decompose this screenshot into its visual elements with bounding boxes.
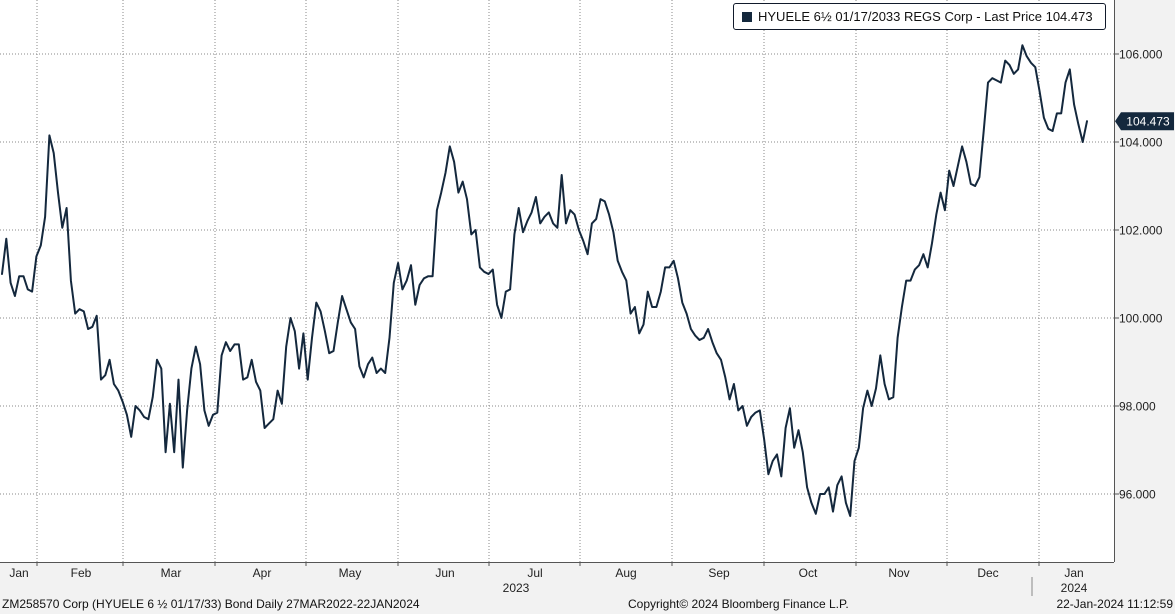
last-price-tag <box>1115 112 1174 131</box>
x-year-label: 2024 <box>1061 581 1088 595</box>
y-tick-label: 104.000 <box>1119 136 1163 150</box>
price-series-line <box>1 44 1088 517</box>
y-tick-label: 96.000 <box>1119 488 1156 502</box>
x-tick-label: Oct <box>799 566 818 580</box>
x-tick-label: Sep <box>708 566 730 580</box>
grid-lines <box>0 0 1114 562</box>
x-tick-label: Jan <box>1064 566 1083 580</box>
x-tick-label: Jan <box>9 566 28 580</box>
footer-copyright: Copyright© 2024 Bloomberg Finance L.P. <box>628 597 849 611</box>
x-tick-label: Mar <box>161 566 182 580</box>
y-tick-label: 102.000 <box>1119 224 1163 238</box>
last-price-marker: 104.473 <box>1115 112 1174 131</box>
plot-area <box>0 0 1114 562</box>
legend-swatch <box>742 11 752 22</box>
y-axis: 96.000 98.000 100.000 102.000 104.000 106.000 <box>1114 0 1163 562</box>
x-tick-label: Jul <box>527 566 542 580</box>
footer-timestamp: 22-Jan-2024 11:12:59 <box>1056 597 1173 611</box>
y-tick-label: 98.000 <box>1119 400 1156 414</box>
x-tick-label: Nov <box>888 566 909 580</box>
x-tick-label: Dec <box>977 566 998 580</box>
x-tick-label: Aug <box>615 566 636 580</box>
y-tick-label: 100.000 <box>1119 312 1163 326</box>
series-layer <box>1 44 1088 517</box>
footer-security-info: ZM258570 Corp (HYUELE 6 ½ 01/17/33) Bond… <box>2 597 420 611</box>
y-tick-label: 106.000 <box>1119 48 1163 62</box>
x-tick-label: Feb <box>71 566 92 580</box>
x-tick-label: Jun <box>435 566 454 580</box>
legend-label: HYUELE 6½ 01/17/2033 REGS Corp - Last Pr… <box>758 9 1093 24</box>
x-year-label: 2023 <box>503 581 530 595</box>
last-price-value: 104.473 <box>1126 115 1170 129</box>
x-axis: Jan Feb Mar Apr May Jun Jul Aug Sep Oct Nov Dec Jan2… <box>0 562 1114 596</box>
legend: HYUELE 6½ 01/17/2033 REGS Corp - Last Pr… <box>733 3 1106 30</box>
x-tick-label: May <box>339 566 362 580</box>
x-tick-label: Apr <box>253 566 272 580</box>
